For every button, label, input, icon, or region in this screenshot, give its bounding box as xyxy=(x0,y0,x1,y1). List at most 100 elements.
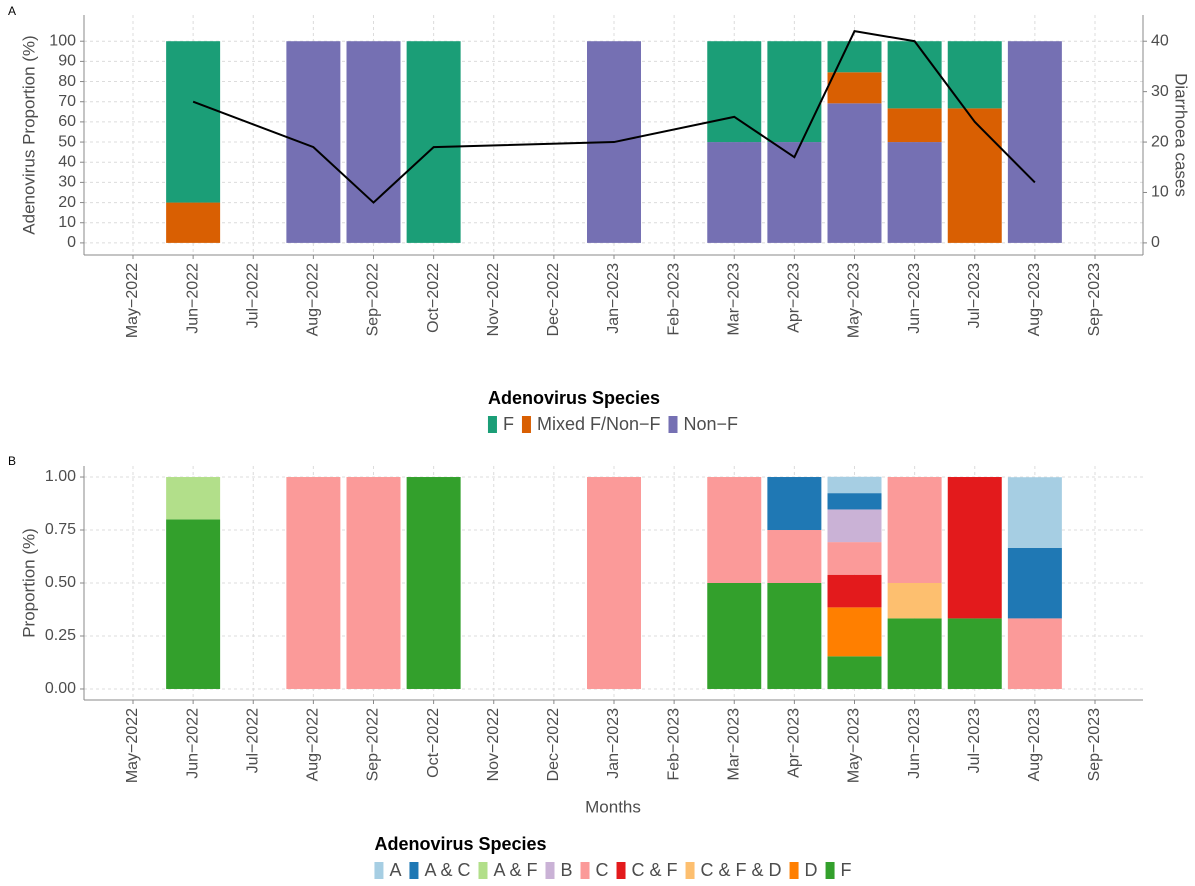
y-tick-label: 60 xyxy=(58,113,76,130)
bar xyxy=(166,41,221,203)
y2-tick-label: 10 xyxy=(1151,184,1169,201)
y2-tick-label: 40 xyxy=(1151,32,1169,49)
y-tick-label: 40 xyxy=(58,153,76,170)
x-tick-label: Sep−2023 xyxy=(1086,263,1103,337)
legend-label: F xyxy=(841,860,852,880)
x-tick-label: Jun−2023 xyxy=(906,263,923,334)
legend-label: C & F xyxy=(632,860,678,880)
bar xyxy=(346,41,401,243)
legend-label: A & F xyxy=(493,860,537,880)
y2-tick-label: 30 xyxy=(1151,83,1169,100)
y-tick-label: 90 xyxy=(58,53,76,70)
bar xyxy=(707,583,762,689)
bar xyxy=(947,477,1002,619)
x-tick-label: Mar−2023 xyxy=(725,708,742,781)
bar xyxy=(767,477,822,531)
x-tick-label: Jul−2023 xyxy=(966,263,983,328)
x-tick-label: Jul−2022 xyxy=(244,263,261,328)
x-tick-label: Apr−2023 xyxy=(786,708,803,778)
x-tick-label: Aug−2023 xyxy=(1026,263,1043,337)
legend-label: A xyxy=(389,860,401,880)
legend-swatch xyxy=(580,862,590,879)
legend-swatch xyxy=(478,862,488,879)
x-tick-label: Dec−2022 xyxy=(545,263,562,336)
legend-label: C xyxy=(596,860,609,880)
bar xyxy=(827,72,882,104)
bar xyxy=(827,493,882,510)
x-tick-label: Feb−2023 xyxy=(665,708,682,781)
y-tick-label: 0.50 xyxy=(45,574,76,591)
x-tick-label: Jun−2022 xyxy=(184,708,201,779)
x-tick-label: Jan−2023 xyxy=(605,708,622,779)
bar xyxy=(166,202,221,243)
x-tick-label: May−2023 xyxy=(846,708,863,783)
panel-label: B xyxy=(8,454,16,468)
bar xyxy=(406,477,461,689)
bar xyxy=(827,41,882,73)
legend-label: F xyxy=(503,414,514,434)
bar xyxy=(707,142,762,243)
bar xyxy=(767,530,822,583)
x-axis-title: Months xyxy=(585,797,641,816)
x-tick-label: Sep−2022 xyxy=(365,263,382,337)
bar xyxy=(887,108,942,143)
legend-swatch xyxy=(374,862,384,879)
bar xyxy=(947,108,1002,243)
bar xyxy=(286,41,341,243)
panel-label: A xyxy=(8,4,16,18)
x-tick-label: Jul−2022 xyxy=(244,708,261,773)
bar xyxy=(887,583,942,619)
bar xyxy=(827,476,882,494)
legend-swatch xyxy=(487,416,497,433)
bar xyxy=(286,477,341,689)
bar xyxy=(587,477,641,689)
y-tick-label: 0.25 xyxy=(45,627,76,644)
legend-label: C & F & D xyxy=(701,860,782,880)
x-tick-label: Jun−2022 xyxy=(184,263,201,334)
bar xyxy=(707,477,762,583)
x-tick-label: Aug−2022 xyxy=(305,263,322,337)
bar xyxy=(767,41,822,143)
bar xyxy=(887,618,942,689)
y2-tick-label: 0 xyxy=(1151,234,1160,251)
legend-swatch xyxy=(685,862,695,879)
legend-swatch xyxy=(616,862,626,879)
x-tick-label: Jul−2023 xyxy=(966,708,983,773)
bar xyxy=(827,574,882,608)
y2-tick-label: 20 xyxy=(1151,133,1169,150)
x-tick-label: May−2022 xyxy=(124,263,141,338)
x-tick-label: Nov−2022 xyxy=(485,263,502,336)
y-tick-label: 30 xyxy=(58,174,76,191)
x-tick-label: Aug−2022 xyxy=(305,708,322,782)
y-tick-label: 0.75 xyxy=(45,521,76,538)
legend-swatch xyxy=(789,862,799,879)
y2-axis-title: Diarrhoea cases xyxy=(1172,73,1191,197)
legend-title: Adenovirus Species xyxy=(374,834,546,854)
bar xyxy=(827,103,882,243)
legend-label: Mixed F/Non−F xyxy=(537,414,661,434)
x-tick-label: Oct−2022 xyxy=(425,708,442,778)
bar xyxy=(707,41,762,143)
bar xyxy=(166,519,221,689)
bar xyxy=(767,142,822,243)
x-tick-label: Mar−2023 xyxy=(725,263,742,336)
y-axis-title: Proportion (%) xyxy=(19,528,38,638)
bar xyxy=(166,477,221,520)
y-tick-label: 70 xyxy=(58,93,76,110)
bar xyxy=(827,542,882,575)
x-tick-label: May−2023 xyxy=(846,263,863,338)
legend-title: Adenovirus Species xyxy=(488,388,660,408)
legend-swatch xyxy=(825,862,835,879)
x-tick-label: Sep−2022 xyxy=(365,708,382,782)
bar xyxy=(887,477,942,583)
line xyxy=(192,30,1036,204)
bar xyxy=(1007,477,1062,548)
bar xyxy=(827,656,882,689)
bar xyxy=(887,142,942,243)
legend-label: Non−F xyxy=(684,414,739,434)
legend-swatch xyxy=(545,862,555,879)
y-tick-label: 10 xyxy=(58,214,76,231)
y-tick-label: 50 xyxy=(58,133,76,150)
bar xyxy=(887,41,942,109)
